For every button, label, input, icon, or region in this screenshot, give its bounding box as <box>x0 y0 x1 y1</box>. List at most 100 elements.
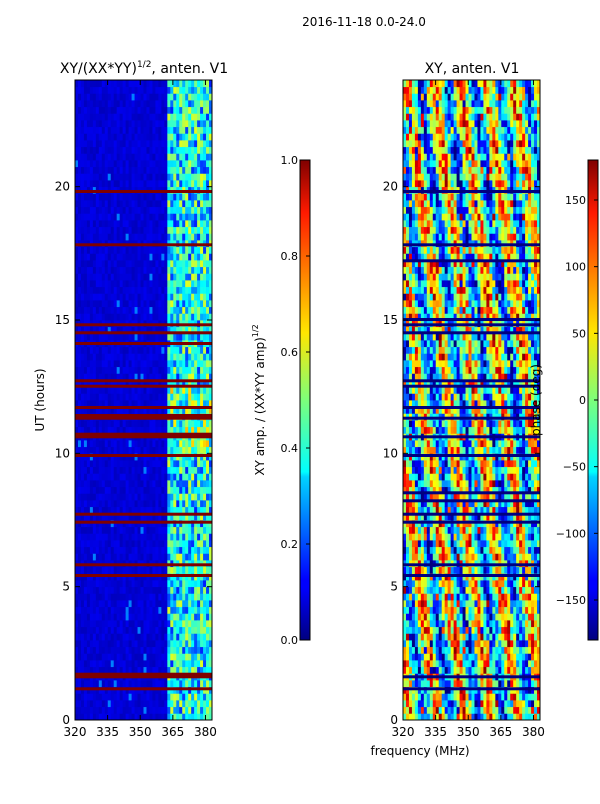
heatmap-cell <box>96 93 99 100</box>
heatmap-cell <box>403 680 406 687</box>
heatmap-cell <box>111 93 114 100</box>
heatmap-cell <box>406 333 409 340</box>
heatmap-cell <box>126 367 129 374</box>
heatmap-cell <box>144 713 147 720</box>
heatmap-cell <box>173 220 176 227</box>
heatmap-cell <box>117 273 120 280</box>
heatmap-cell <box>149 600 152 607</box>
heatmap-cell <box>81 493 84 500</box>
heatmap-cell <box>185 660 188 667</box>
heatmap-cell <box>185 640 188 647</box>
heatmap-cell <box>105 253 108 260</box>
heatmap-cell <box>164 547 167 554</box>
heatmap-cell <box>114 653 117 660</box>
heatmap-cell <box>403 340 406 347</box>
heatmap-cell <box>90 107 93 114</box>
heatmap-cell <box>120 500 123 507</box>
heatmap-cell <box>164 253 167 260</box>
heatmap-cell <box>108 467 111 474</box>
heatmap-cell <box>200 593 203 600</box>
heatmap-cell <box>129 207 132 214</box>
heatmap-cell <box>409 587 412 594</box>
heatmap-cell <box>93 480 96 487</box>
heatmap-cell <box>111 427 114 434</box>
heatmap-cell <box>114 527 117 534</box>
heatmap-cell <box>114 593 117 600</box>
heatmap-cell <box>87 93 90 100</box>
heatmap-cell <box>167 147 170 154</box>
heatmap-cell <box>415 100 418 107</box>
heatmap-cell <box>149 333 152 340</box>
heatmap-cell <box>78 540 81 547</box>
heatmap-cell <box>78 493 81 500</box>
heatmap-cell <box>191 540 194 547</box>
heatmap-cell <box>406 580 409 587</box>
heatmap-cell <box>102 487 105 494</box>
heatmap-cell <box>135 647 138 654</box>
heatmap-cell <box>167 167 170 174</box>
heatmap-cell <box>108 227 111 234</box>
heatmap-cell <box>173 500 176 507</box>
heatmap-cell <box>114 427 117 434</box>
heatmap-cell <box>135 667 138 674</box>
heatmap-cell <box>120 613 123 620</box>
heatmap-cell <box>126 627 129 634</box>
heatmap-cell <box>206 487 209 494</box>
heatmap-cell <box>87 540 90 547</box>
heatmap-cell <box>111 180 114 187</box>
heatmap-cell <box>170 547 173 554</box>
heatmap-cell <box>167 667 170 674</box>
heatmap-cell <box>87 480 90 487</box>
heatmap-cell <box>191 567 194 574</box>
heatmap-cell <box>179 367 182 374</box>
heatmap-cell <box>176 287 179 294</box>
amplitude-colorbar-label: XY amp. / (XX*YY amp)1/2 <box>251 324 267 475</box>
heatmap-cell <box>197 527 200 534</box>
heatmap-cell <box>108 173 111 180</box>
heatmap-cell <box>409 613 412 620</box>
heatmap-cell <box>173 580 176 587</box>
heatmap-cell <box>93 567 96 574</box>
heatmap-cell <box>75 147 78 154</box>
heatmap-cell <box>81 80 84 87</box>
heatmap-cell <box>185 207 188 214</box>
heatmap-cell <box>129 173 132 180</box>
heatmap-cell <box>152 300 155 307</box>
heatmap-cell <box>108 307 111 314</box>
heatmap-cell <box>158 173 161 180</box>
heatmap-cell <box>105 660 108 667</box>
heatmap-cell <box>81 180 84 187</box>
heatmap-cell <box>99 280 102 287</box>
heatmap-cell <box>90 607 93 614</box>
heatmap-cell <box>158 540 161 547</box>
heatmap-cell <box>102 247 105 254</box>
heatmap-cell <box>191 120 194 127</box>
heatmap-cell <box>120 233 123 240</box>
heatmap-cell <box>185 100 188 107</box>
heatmap-cell <box>114 333 117 340</box>
heatmap-cell <box>173 447 176 454</box>
heatmap-cell <box>406 273 409 280</box>
heatmap-cell <box>102 567 105 574</box>
heatmap-cell <box>146 440 149 447</box>
heatmap-cell <box>203 133 206 140</box>
heatmap-cell <box>418 580 421 587</box>
heatmap-cell <box>126 87 129 94</box>
heatmap-cell <box>179 447 182 454</box>
heatmap-cell <box>409 127 412 134</box>
heatmap-cell <box>129 553 132 560</box>
heatmap-cell <box>123 553 126 560</box>
heatmap-cell <box>173 233 176 240</box>
heatmap-cell <box>206 533 209 540</box>
heatmap-cell <box>161 627 164 634</box>
heatmap-cell <box>99 207 102 214</box>
heatmap-cell <box>126 553 129 560</box>
heatmap-cell <box>197 333 200 340</box>
heatmap-cell <box>99 660 102 667</box>
heatmap-cell <box>102 153 105 160</box>
heatmap-cell <box>182 607 185 614</box>
heatmap-cell <box>123 660 126 667</box>
heatmap-cell <box>170 260 173 267</box>
heatmap-cell <box>111 647 114 654</box>
heatmap-cell <box>141 540 144 547</box>
